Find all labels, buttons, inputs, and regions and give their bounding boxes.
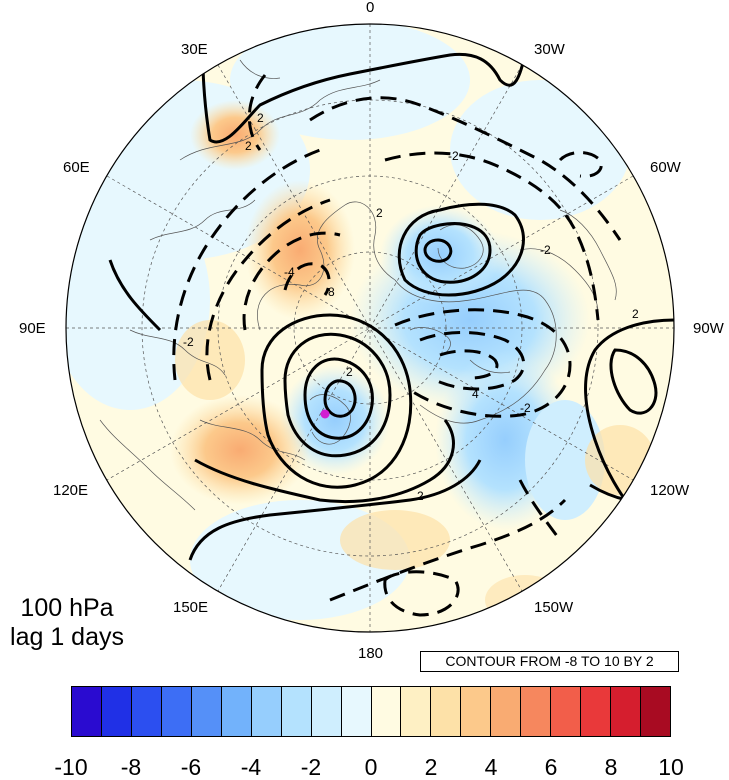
colorbar-swatch — [341, 687, 372, 736]
shaded-anomalies — [66, 24, 655, 625]
colorbar-swatch — [221, 687, 252, 736]
colorbar — [71, 686, 671, 737]
contour-label: 2 — [346, 365, 353, 379]
longitude-label-120e: 120E — [53, 482, 89, 499]
colorbar-swatch — [401, 687, 432, 736]
colorbar-tick-label: -4 — [240, 754, 262, 780]
longitude-label-90w: 90W — [693, 320, 724, 337]
colorbar-swatch — [461, 687, 492, 736]
colorbar-swatch — [311, 687, 342, 736]
colorbar-swatch — [72, 687, 102, 736]
longitude-label-30e: 30E — [181, 41, 208, 58]
colorbar-swatch — [581, 687, 612, 736]
contour-label: -2 — [448, 149, 459, 163]
longitude-label-120w: 120W — [650, 482, 690, 499]
graticule — [66, 24, 674, 632]
colorbar-swatch — [131, 687, 162, 736]
colorbar-swatch — [611, 687, 642, 736]
contour-label: 2 — [376, 206, 383, 220]
contours-negative — [172, 74, 622, 617]
contour-info-box: CONTOUR FROM -8 TO 10 BY 2 — [420, 651, 679, 672]
colorbar-swatch — [161, 687, 192, 736]
contour-label: 2 — [257, 111, 264, 125]
contour-label: -4 — [284, 265, 295, 279]
location-marker — [320, 409, 330, 419]
longitude-label-60e: 60E — [63, 159, 90, 176]
contours-positive — [108, 24, 674, 561]
contour-label: 2 — [417, 489, 424, 503]
colorbar-swatch — [281, 687, 312, 736]
colorbar-tick-label: -2 — [300, 754, 322, 780]
colorbar-tick-label: 2 — [424, 754, 438, 780]
longitude-label-150e: 150E — [173, 599, 209, 616]
contour-label: -2 — [520, 401, 531, 415]
colorbar-tick-label: -10 — [54, 754, 88, 780]
colorbar-tick-label: 4 — [484, 754, 498, 780]
colorbar-swatch — [551, 687, 582, 736]
contour-label: -2 — [540, 243, 551, 257]
colorbar-swatch — [491, 687, 522, 736]
pressure-level-label: 100 hPa — [20, 594, 114, 622]
colorbar-tick-label: 10 — [658, 754, 684, 780]
contour-label: -2 — [183, 335, 194, 349]
colorbar-tick-label: 6 — [544, 754, 558, 780]
longitude-label-90e: 90E — [19, 320, 46, 337]
longitude-label-180: 180 — [358, 645, 384, 662]
colorbar-tick-label: 8 — [604, 754, 618, 780]
colorbar-swatch — [191, 687, 222, 736]
contour-label: -8 — [324, 285, 335, 299]
longitude-label-0: 0 — [366, 0, 375, 16]
colorbar-swatch — [641, 687, 671, 736]
colorbar-swatch — [251, 687, 282, 736]
contour-labels: 2 2 2 -2 -2 -2 -4 -8 2 4 2 -2 2 — [183, 111, 639, 503]
contour-label: 2 — [245, 139, 252, 153]
colorbar-tick-label: -6 — [180, 754, 202, 780]
globe-border — [65, 23, 675, 633]
lag-label: lag 1 days — [10, 623, 124, 651]
colorbar-tick-label: 0 — [364, 754, 378, 780]
colorbar-swatch — [521, 687, 552, 736]
colorbar-tick-label: -8 — [120, 754, 142, 780]
longitude-label-30w: 30W — [534, 41, 565, 58]
contour-label: 2 — [632, 307, 639, 321]
colorbar-swatch — [371, 687, 402, 736]
colorbar-swatch — [101, 687, 132, 736]
longitude-label-150w: 150W — [534, 599, 574, 616]
longitude-label-60w: 60W — [650, 159, 681, 176]
contour-label: 4 — [472, 387, 479, 401]
colorbar-swatch — [431, 687, 462, 736]
